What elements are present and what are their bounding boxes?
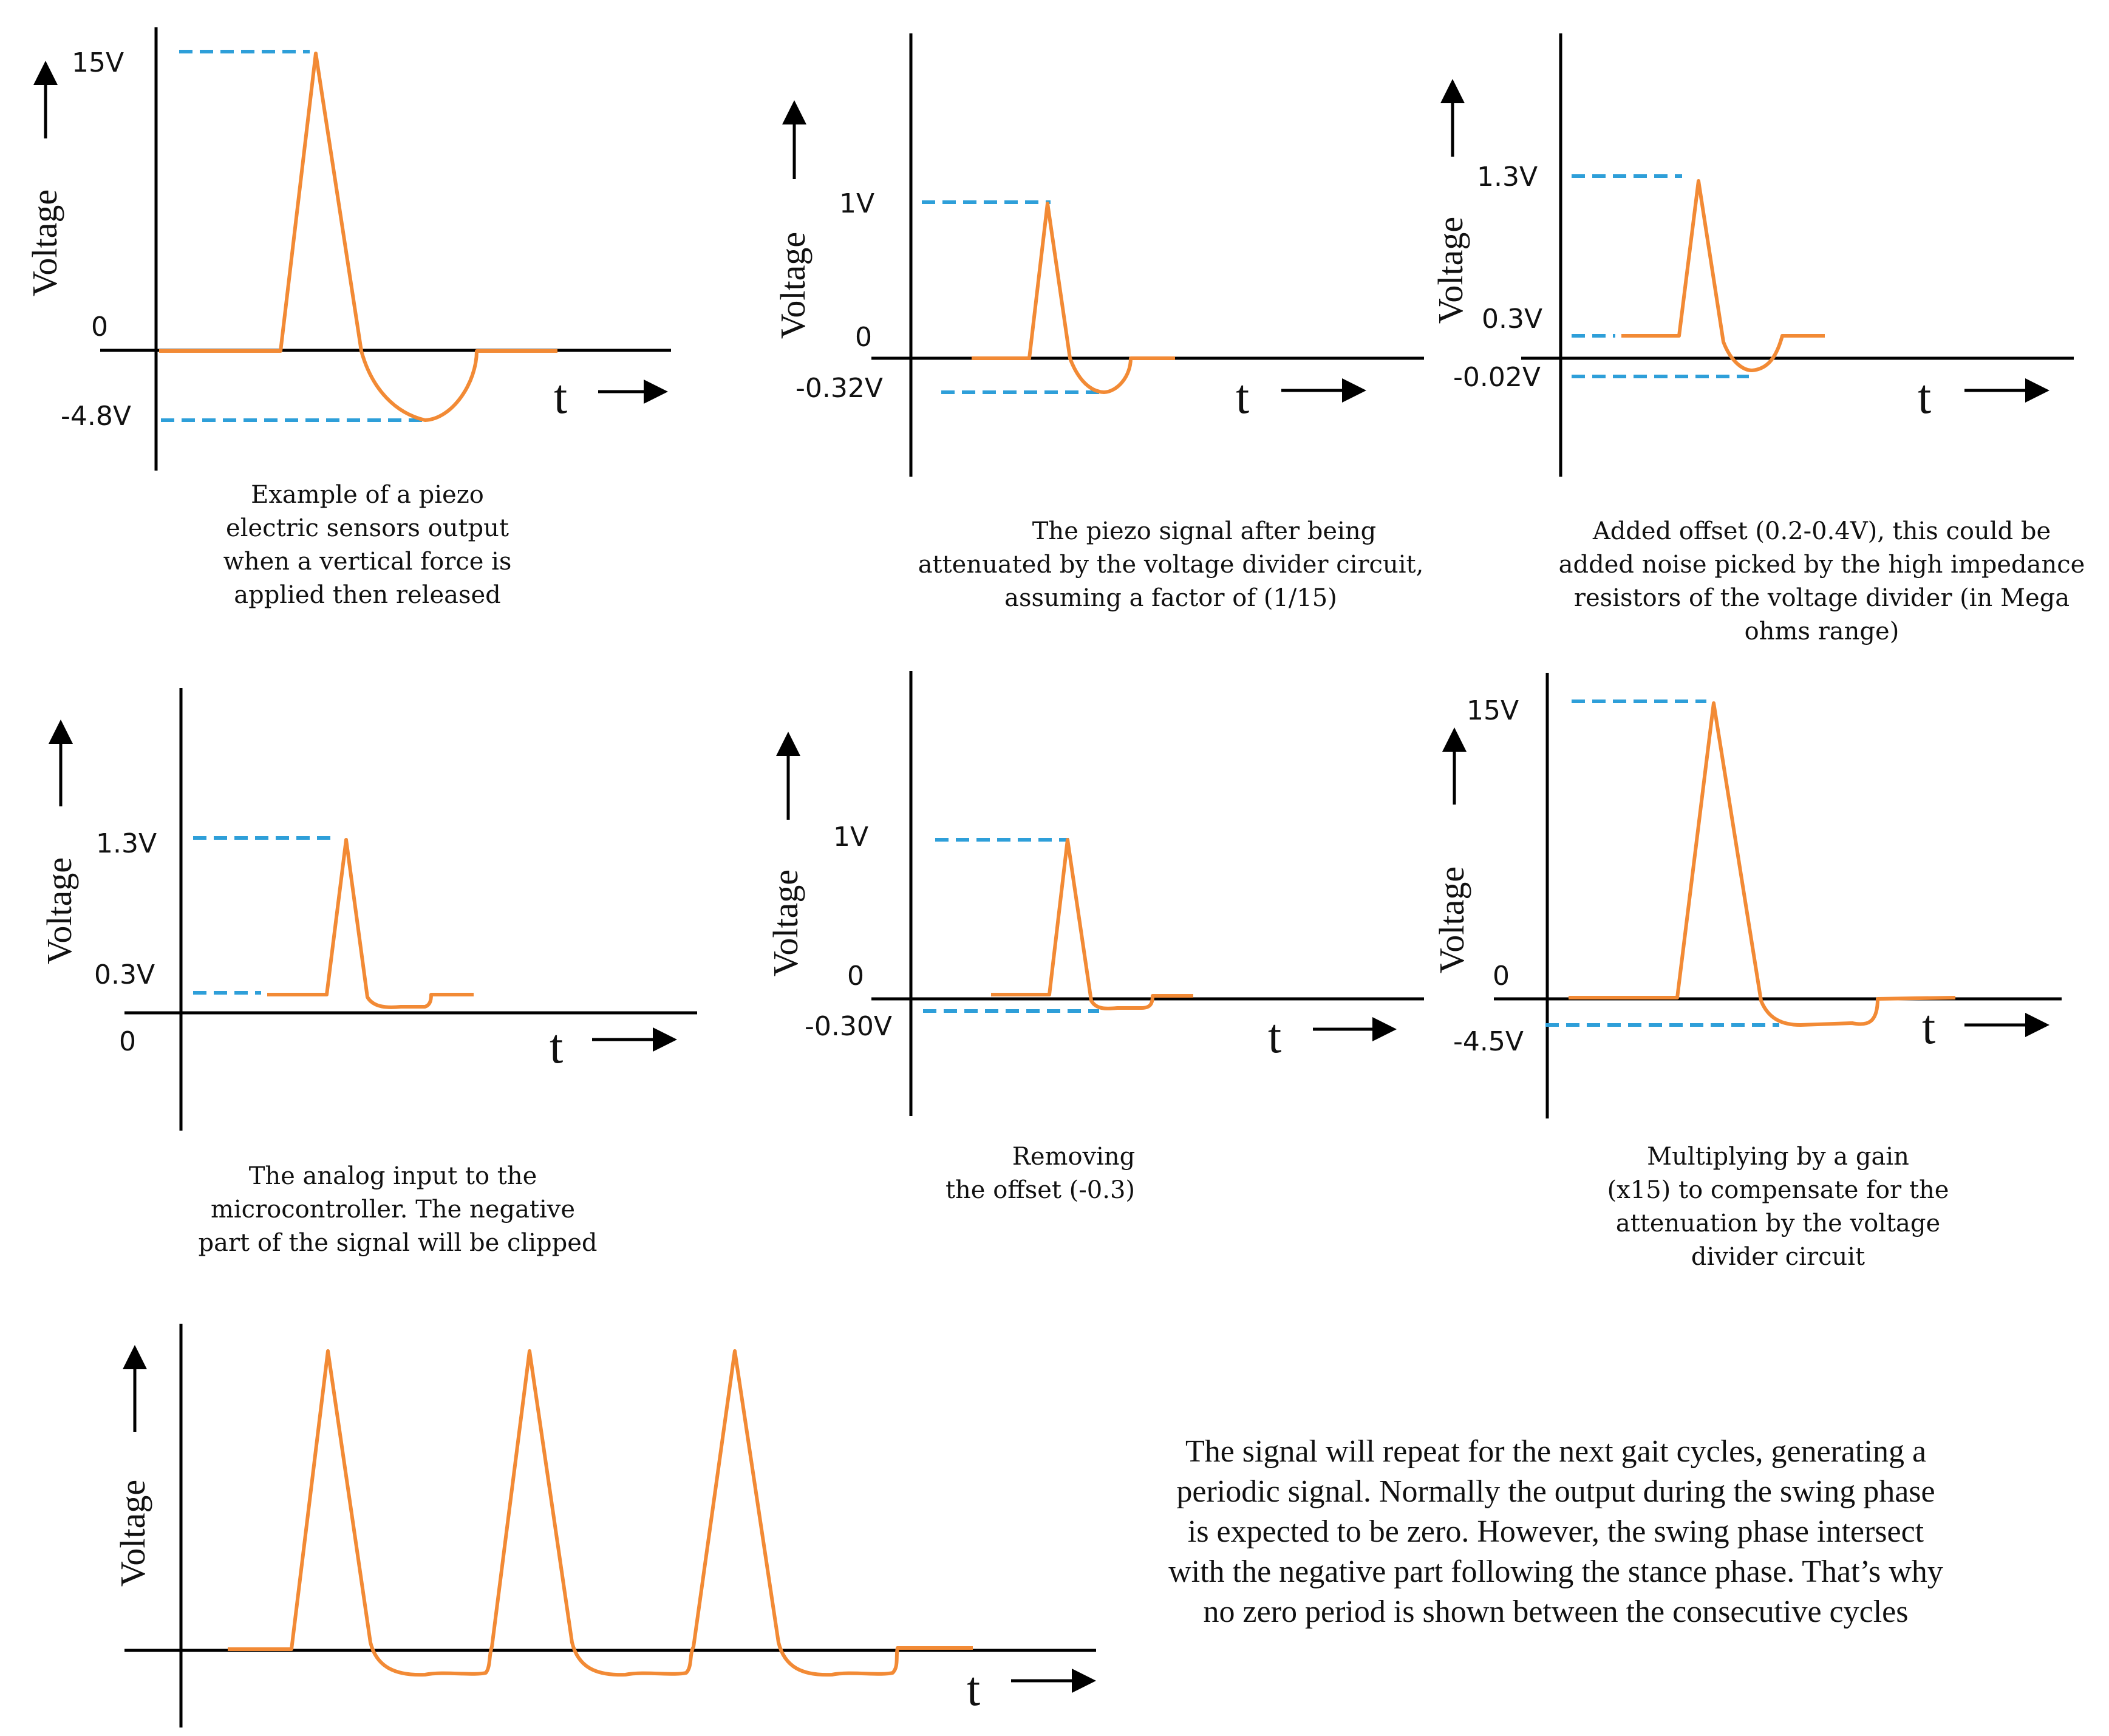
caption-line-4: ohms range) — [1745, 618, 1899, 645]
level-label-0-3v: 0.3V — [1482, 304, 1542, 335]
signal-trace — [159, 52, 557, 422]
caption-line-4: divider circuit — [1691, 1243, 1865, 1271]
t-label: t — [550, 1020, 563, 1074]
y-axis-label: Voltage — [25, 189, 64, 296]
signal-trace — [972, 202, 1175, 394]
caption-line-4: applied then released — [234, 581, 501, 609]
t-label: t — [554, 370, 567, 424]
y-axis-label: Voltage — [773, 232, 813, 339]
caption-line-2: periodic signal. Normally the output dur… — [1176, 1474, 1935, 1509]
panel-2: Voltage t 0 1V -0.32V The piezo signal a… — [773, 33, 1424, 612]
caption-line-2: (x15) to compensate for the — [1607, 1176, 1949, 1204]
panel-5: Voltage t 0 1V -0.30V Removing the offse… — [766, 671, 1424, 1204]
panel-3: Voltage t 1.3V 0.3V -0.02V Added offset … — [1431, 33, 2085, 645]
level-label-15v: 15V — [72, 47, 124, 78]
zero-label: 0 — [119, 1026, 136, 1057]
caption-line-1: The analog input to the — [249, 1162, 537, 1190]
zero-label: 0 — [91, 311, 108, 342]
y-axis-label: Voltage — [1431, 217, 1470, 324]
caption-line-2: attenuated by the voltage divider circui… — [918, 551, 1424, 579]
level-label-1v: 1V — [833, 822, 868, 853]
caption-line-1: Example of a piezo — [251, 481, 484, 509]
caption-line-1: Multiplying by a gain — [1647, 1143, 1909, 1171]
caption-line-4: with the negative part following the sta… — [1168, 1554, 1943, 1589]
y-axis-label: Voltage — [39, 857, 79, 964]
zero-label: 0 — [855, 322, 872, 353]
caption-line-2: microcontroller. The negative — [211, 1196, 575, 1224]
level-label-neg: -4.5V — [1453, 1026, 1524, 1057]
signal-trace — [228, 1349, 973, 1677]
t-label: t — [1236, 370, 1249, 424]
level-label-neg: -0.30V — [805, 1011, 892, 1042]
signal-trace — [1569, 701, 1956, 1027]
caption-line-1: The piezo signal after being — [1032, 517, 1376, 545]
caption-line-1: Added offset (0.2-0.4V), this could be — [1592, 517, 2051, 545]
caption-line-2: the offset (-0.3) — [945, 1176, 1135, 1204]
caption-line-3: resistors of the voltage divider (in Meg… — [1574, 584, 2070, 612]
y-axis-label: Voltage — [1432, 866, 1471, 973]
signal-trace — [991, 838, 1193, 1010]
level-label-neg: -4.8V — [61, 401, 131, 432]
panel-4: Voltage t 0 1.3V 0.3V The analog input t… — [39, 688, 697, 1257]
caption-line-3: assuming a factor of (1/15) — [1004, 584, 1337, 612]
level-label-neg: -0.32V — [796, 373, 883, 404]
t-label: t — [1268, 1010, 1281, 1063]
y-axis-label: Voltage — [113, 1480, 152, 1587]
level-label-15v: 15V — [1467, 695, 1519, 726]
zero-label: 0 — [1493, 961, 1510, 992]
caption-line-1: The signal will repeat for the next gait… — [1185, 1434, 1926, 1469]
signal-trace — [1621, 179, 1825, 372]
caption-line-3: is expected to be zero. However, the swi… — [1188, 1514, 1924, 1549]
panel-1: Voltage t 0 15V -4.8V Example of a piezo… — [25, 27, 671, 609]
caption-line-2: added noise picked by the high impedance — [1559, 551, 2085, 579]
caption-line-2: electric sensors output — [226, 514, 509, 542]
zero-label: 0 — [847, 961, 864, 992]
caption-line-3: part of the signal will be clipped — [198, 1229, 597, 1257]
level-label-1-3v: 1.3V — [1477, 162, 1538, 192]
level-label-neg: -0.02V — [1453, 362, 1541, 393]
panel-6: Voltage t 0 15V -4.5V Multiplying by a g… — [1432, 673, 2062, 1271]
caption-line-1: Removing — [1012, 1143, 1136, 1171]
panel-7: Voltage t The signal will repeat for the… — [113, 1324, 1943, 1727]
level-label-1v: 1V — [839, 188, 874, 219]
caption-line-3: when a vertical force is — [223, 548, 512, 576]
t-label: t — [1918, 370, 1931, 424]
level-label-0-3v: 0.3V — [94, 959, 155, 990]
y-axis-label: Voltage — [766, 870, 805, 976]
t-label: t — [967, 1663, 980, 1716]
caption-line-3: attenuation by the voltage — [1616, 1210, 1940, 1237]
t-label: t — [1922, 1001, 1935, 1054]
level-label-1-3v: 1.3V — [96, 828, 157, 859]
caption-line-5: no zero period is shown between the cons… — [1204, 1595, 1909, 1629]
signal-trace — [267, 838, 474, 1009]
